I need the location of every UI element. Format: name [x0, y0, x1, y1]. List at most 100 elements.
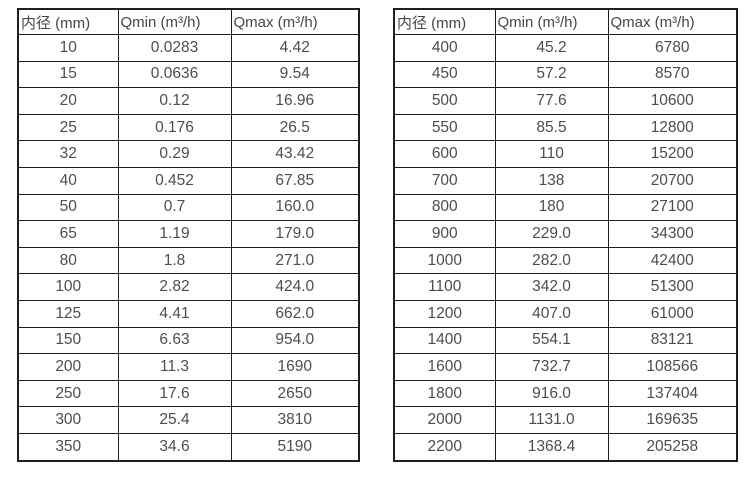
table-row: 450 57.2 8570 [393, 60, 738, 89]
table-cell: 350 [17, 432, 119, 462]
table-cell: 80 [17, 246, 119, 275]
table-row: 250 17.6 2650 [17, 379, 360, 408]
table-cell: 1200 [393, 299, 496, 328]
table-row: 1000 282.0 42400 [393, 246, 738, 275]
table-cell: 0.7 [117, 193, 232, 222]
header-cell-2: Qmax (m³/h) [607, 8, 738, 35]
table-cell: 67.85 [230, 166, 360, 195]
table-row: 125 4.41 662.0 [17, 299, 360, 328]
table-cell: 600 [393, 140, 496, 168]
table-cell: 25 [17, 113, 119, 142]
table-cell: 2000 [393, 406, 496, 434]
table-row: 1800 916.0 137404 [393, 379, 738, 408]
table-cell: 1368.4 [494, 432, 609, 462]
table-cell: 25.4 [117, 406, 232, 434]
table-cell: 51300 [607, 273, 738, 301]
table-row: 800 180 27100 [393, 193, 738, 222]
table-cell: 27100 [607, 193, 738, 222]
table-row: 2200 1368.4 205258 [393, 432, 738, 462]
table-cell: 150 [17, 326, 119, 355]
table-cell: 282.0 [494, 246, 609, 275]
table-cell: 271.0 [230, 246, 360, 275]
table-cell: 57.2 [494, 60, 609, 89]
table-cell: 179.0 [230, 220, 360, 248]
table-cell: 407.0 [494, 299, 609, 328]
table-cell: 169635 [607, 406, 738, 434]
table-row: 2000 1131.0 169635 [393, 406, 738, 434]
table-cell: 77.6 [494, 87, 609, 115]
table-row: 900 229.0 34300 [393, 220, 738, 248]
table-cell: 10 [17, 34, 119, 62]
header-cell-1: Qmin (m³/h) [117, 8, 232, 35]
table-cell: 110 [494, 140, 609, 168]
flow-table-right: 内径 (mm) Qmin (m³/h) Qmax (m³/h) 400 45.2 678… [393, 8, 738, 462]
table-cell: 50 [17, 193, 119, 222]
table-cell: 2200 [393, 432, 496, 462]
table-row: 15 0.0636 9.54 [17, 60, 360, 89]
header-cell-0: 内径 (mm) [393, 8, 496, 35]
table-cell: 229.0 [494, 220, 609, 248]
table-cell: 10600 [607, 87, 738, 115]
table-row: 200 11.3 1690 [17, 353, 360, 381]
table-cell: 26.5 [230, 113, 360, 142]
table-cell: 0.29 [117, 140, 232, 168]
table-cell: 125 [17, 299, 119, 328]
table-row: 80 1.8 271.0 [17, 246, 360, 275]
table-cell: 6.63 [117, 326, 232, 355]
table-cell: 34.6 [117, 432, 232, 462]
table-cell: 5190 [230, 432, 360, 462]
table-row: 1400 554.1 83121 [393, 326, 738, 355]
table-cell: 138 [494, 166, 609, 195]
table-cell: 0.452 [117, 166, 232, 195]
table-cell: 3810 [230, 406, 360, 434]
flow-table-left: 内径 (mm) Qmin (m³/h) Qmax (m³/h) 10 0.0283 4.… [17, 8, 360, 462]
table-cell: 662.0 [230, 299, 360, 328]
table-cell: 1000 [393, 246, 496, 275]
table-cell: 8570 [607, 60, 738, 89]
table-cell: 250 [17, 379, 119, 408]
table-cell: 83121 [607, 326, 738, 355]
table-row: 65 1.19 179.0 [17, 220, 360, 248]
table-cell: 4.41 [117, 299, 232, 328]
table-cell: 732.7 [494, 353, 609, 381]
table-cell: 16.96 [230, 87, 360, 115]
table-cell: 9.54 [230, 60, 360, 89]
table-cell: 0.12 [117, 87, 232, 115]
table-row: 50 0.7 160.0 [17, 193, 360, 222]
table-cell: 43.42 [230, 140, 360, 168]
table-cell: 200 [17, 353, 119, 381]
table-cell: 424.0 [230, 273, 360, 301]
table-cell: 342.0 [494, 273, 609, 301]
table-cell: 916.0 [494, 379, 609, 408]
table-cell: 554.1 [494, 326, 609, 355]
table-cell: 61000 [607, 299, 738, 328]
header-row: 内径 (mm) Qmin (m³/h) Qmax (m³/h) [17, 8, 360, 35]
table-cell: 4.42 [230, 34, 360, 62]
table-cell: 450 [393, 60, 496, 89]
table-cell: 300 [17, 406, 119, 434]
table-cell: 500 [393, 87, 496, 115]
table-cell: 1600 [393, 353, 496, 381]
table-cell: 1.8 [117, 246, 232, 275]
table-row: 700 138 20700 [393, 166, 738, 195]
table-cell: 1690 [230, 353, 360, 381]
table-cell: 0.0636 [117, 60, 232, 89]
table-row: 100 2.82 424.0 [17, 273, 360, 301]
table-cell: 100 [17, 273, 119, 301]
table-cell: 20 [17, 87, 119, 115]
table-cell: 2.82 [117, 273, 232, 301]
table-cell: 2650 [230, 379, 360, 408]
table-row: 300 25.4 3810 [17, 406, 360, 434]
table-cell: 550 [393, 113, 496, 142]
table-cell: 700 [393, 166, 496, 195]
table-cell: 6780 [607, 34, 738, 62]
table-cell: 1131.0 [494, 406, 609, 434]
table-row: 1600 732.7 108566 [393, 353, 738, 381]
table-cell: 17.6 [117, 379, 232, 408]
table-cell: 400 [393, 34, 496, 62]
table-cell: 40 [17, 166, 119, 195]
table-cell: 12800 [607, 113, 738, 142]
table-cell: 65 [17, 220, 119, 248]
table-cell: 205258 [607, 432, 738, 462]
table-row: 40 0.452 67.85 [17, 166, 360, 195]
